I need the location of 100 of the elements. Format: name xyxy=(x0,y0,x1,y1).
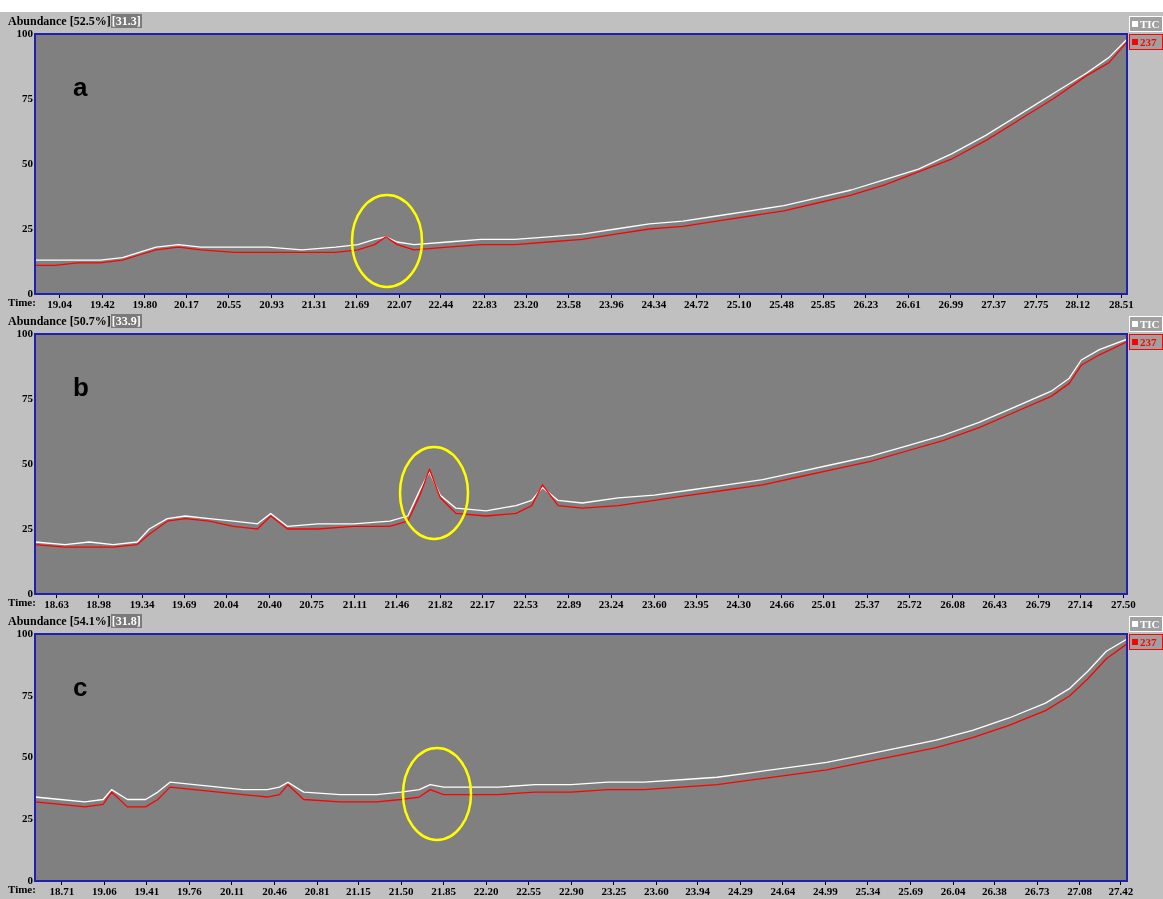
x-tick-label: 22.53 xyxy=(513,598,539,611)
x-axis-title: Time: xyxy=(8,296,36,309)
x-tick-label: 22.17 xyxy=(470,598,496,611)
y-tick-label: 75 xyxy=(22,91,34,104)
chart-subtitle: [31.3] xyxy=(110,14,142,28)
chart-title: Abundance [54.1%] xyxy=(8,614,111,628)
x-tick-label: 21.50 xyxy=(388,885,414,898)
x-tick-label: 23.60 xyxy=(641,598,668,611)
chart-subtitle: [33.9] xyxy=(110,314,142,328)
x-tick-label: 26.79 xyxy=(1025,598,1051,611)
x-tick-label: 26.99 xyxy=(938,298,964,311)
x-tick-label: 19.34 xyxy=(129,598,155,611)
y-tick-label: 100 xyxy=(16,26,34,39)
x-tick-label: 20.11 xyxy=(219,885,245,898)
chart-title: Abundance [52.5%] xyxy=(8,14,111,28)
y-tick-label: 50 xyxy=(22,156,34,169)
y-tick-label: 0 xyxy=(27,873,34,886)
x-tick-label: 26.08 xyxy=(940,598,966,611)
y-tick-label: 25 xyxy=(22,521,34,534)
x-tick-label: 19.04 xyxy=(47,298,73,311)
x-tick-label: 28.12 xyxy=(1065,298,1091,311)
x-tick-label: 25.72 xyxy=(896,598,923,611)
chart-title: Abundance [50.7%] xyxy=(8,314,111,328)
x-tick-label: 28.51 xyxy=(1109,298,1134,311)
x-tick-label: 26.38 xyxy=(982,885,1008,898)
x-tick-label: 25.10 xyxy=(726,298,752,311)
x-tick-label: 24.30 xyxy=(726,598,752,611)
x-tick-label: 23.24 xyxy=(598,598,624,611)
annotation: c xyxy=(73,672,88,703)
x-tick-label: 25.37 xyxy=(854,598,881,611)
x-tick-label: 20.04 xyxy=(213,598,240,611)
x-tick-label: 25.01 xyxy=(811,598,837,611)
x-tick-label: 21.85 xyxy=(431,885,457,898)
x-tick-label: 20.55 xyxy=(216,298,242,311)
x-tick-label: 27.37 xyxy=(981,298,1007,311)
x-tick-label: 22.89 xyxy=(556,598,582,611)
x-tick-label: 19.06 xyxy=(91,885,118,898)
x-tick-label: 24.29 xyxy=(727,885,754,898)
x-tick-label: 23.60 xyxy=(644,885,670,898)
x-tick-label: 23.20 xyxy=(513,298,539,311)
x-tick-label: 21.46 xyxy=(384,598,410,611)
x-tick-label: 20.40 xyxy=(257,598,283,611)
x-tick-label: 22.55 xyxy=(516,885,542,898)
x-tick-label: 22.44 xyxy=(428,298,454,311)
x-tick-label: 23.58 xyxy=(556,298,582,311)
legend-label: 237 xyxy=(1140,636,1157,648)
x-tick-label: 27.08 xyxy=(1067,885,1093,898)
x-tick-label: 26.73 xyxy=(1024,885,1050,898)
x-tick-label: 22.90 xyxy=(558,885,585,898)
x-tick-label: 25.34 xyxy=(855,885,881,898)
x-tick-label: 18.63 xyxy=(44,598,70,611)
x-tick-label: 23.94 xyxy=(685,885,711,898)
legend-label: 237 xyxy=(1140,336,1157,348)
x-tick-label: 24.64 xyxy=(770,885,796,898)
y-tick-label: 25 xyxy=(22,812,34,825)
x-tick-label: 20.75 xyxy=(299,598,325,611)
y-tick-label: 0 xyxy=(27,286,34,299)
annotation: b xyxy=(73,372,89,403)
y-tick-label: 75 xyxy=(22,688,34,701)
x-tick-label: 19.41 xyxy=(134,885,160,898)
x-tick-label: 18.98 xyxy=(86,598,112,611)
x-tick-label: 27.14 xyxy=(1067,598,1093,611)
y-tick-label: 0 xyxy=(27,586,34,599)
x-tick-label: 22.83 xyxy=(472,298,498,311)
x-axis-title: Time: xyxy=(8,883,36,896)
y-tick-label: 50 xyxy=(22,750,34,763)
y-tick-label: 100 xyxy=(16,326,34,339)
x-tick-label: 22.20 xyxy=(473,885,500,898)
legend-label: TIC xyxy=(1140,18,1160,30)
x-tick-label: 25.69 xyxy=(898,885,924,898)
x-tick-label: 22.07 xyxy=(387,298,413,311)
x-tick-label: 19.42 xyxy=(89,298,116,311)
x-tick-label: 21.11 xyxy=(342,598,367,611)
x-tick-label: 21.82 xyxy=(427,598,454,611)
x-tick-label: 21.31 xyxy=(301,298,327,311)
x-tick-label: 19.69 xyxy=(171,598,197,611)
x-tick-label: 27.50 xyxy=(1111,598,1137,611)
x-tick-label: 25.48 xyxy=(769,298,795,311)
legend-label: 237 xyxy=(1140,36,1157,48)
x-tick-label: 21.69 xyxy=(344,298,370,311)
x-tick-label: 26.23 xyxy=(853,298,879,311)
x-tick-label: 24.66 xyxy=(769,598,795,611)
x-tick-label: 26.43 xyxy=(982,598,1008,611)
x-tick-label: 20.93 xyxy=(259,298,285,311)
x-tick-label: 24.34 xyxy=(641,298,667,311)
x-tick-label: 23.96 xyxy=(598,298,625,311)
chart-subtitle: [31.8] xyxy=(110,614,142,628)
x-tick-label: 27.42 xyxy=(1108,885,1134,898)
x-tick-label: 27.75 xyxy=(1023,298,1050,311)
x-tick-label: 25.85 xyxy=(810,298,837,311)
x-tick-label: 21.15 xyxy=(346,885,372,898)
x-tick-label: 20.46 xyxy=(262,885,288,898)
y-tick-label: 100 xyxy=(16,626,34,639)
x-tick-label: 20.81 xyxy=(304,885,330,898)
annotation: a xyxy=(73,72,88,103)
x-tick-label: 23.25 xyxy=(601,885,627,898)
x-tick-label: 26.04 xyxy=(940,885,966,898)
y-tick-label: 75 xyxy=(22,391,34,404)
x-axis-title: Time: xyxy=(8,596,36,609)
x-tick-label: 19.76 xyxy=(177,885,203,898)
